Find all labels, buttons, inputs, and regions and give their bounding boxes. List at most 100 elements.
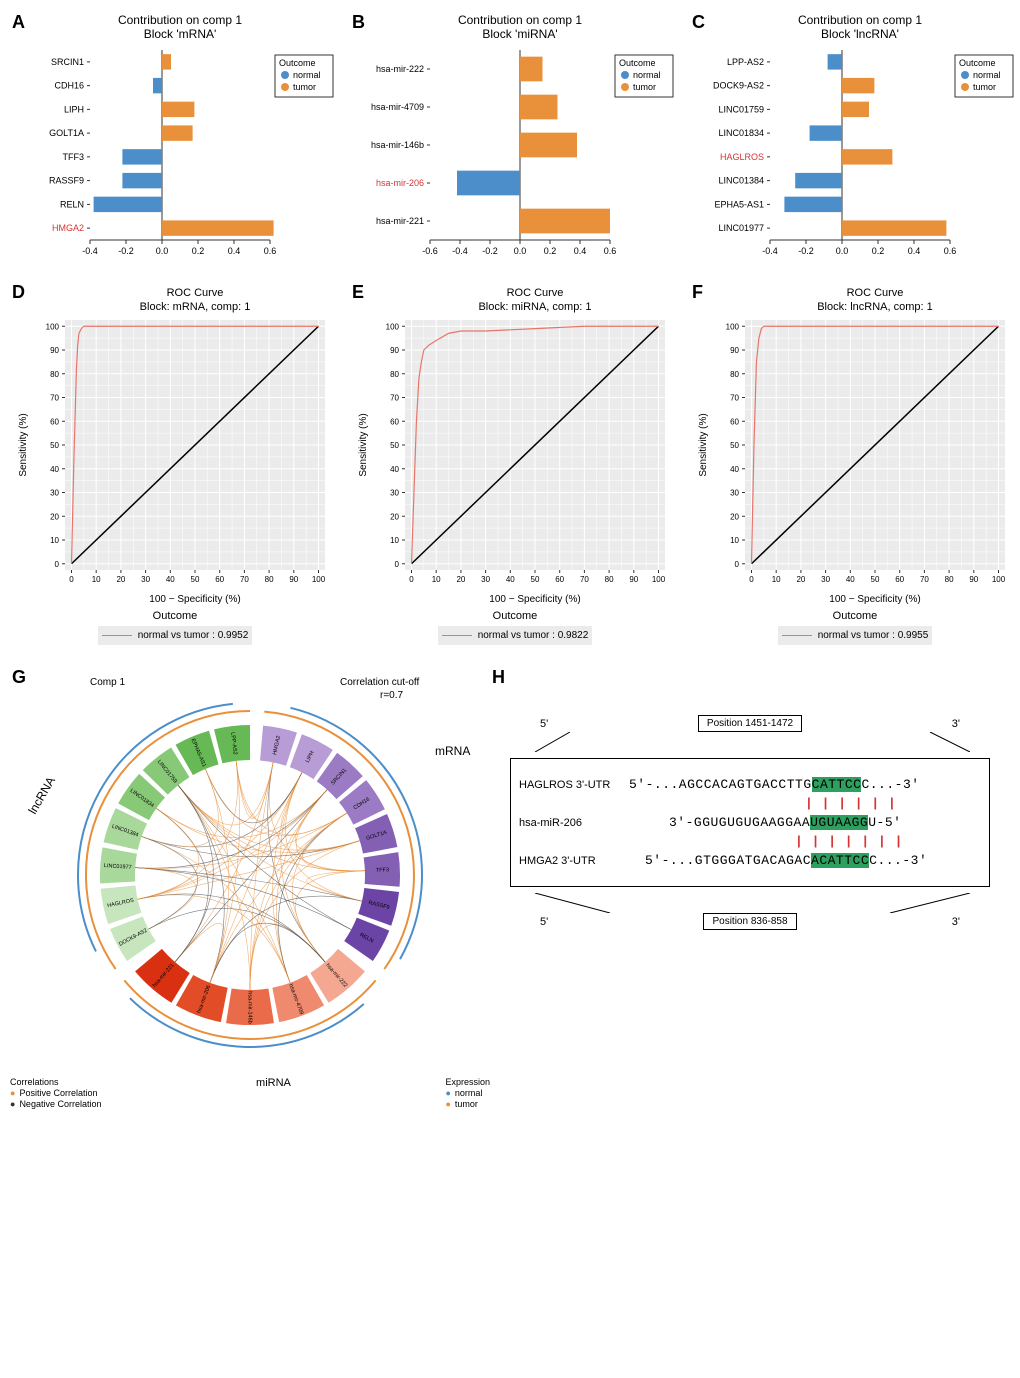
expr-legend-title: Expression — [445, 1077, 490, 1087]
svg-text:10: 10 — [432, 575, 441, 584]
svg-text:40: 40 — [50, 465, 59, 474]
panel-f: F 00101020203030404050506060707080809090… — [690, 280, 1020, 645]
svg-text:0.4: 0.4 — [228, 246, 241, 256]
svg-text:-0.2: -0.2 — [118, 246, 134, 256]
svg-text:hsa-mir-4709: hsa-mir-4709 — [371, 102, 424, 112]
svg-text:LPP-AS2: LPP-AS2 — [727, 57, 764, 67]
svg-text:0.4: 0.4 — [574, 246, 587, 256]
svg-text:LINC01834: LINC01834 — [718, 128, 764, 138]
svg-text:0: 0 — [69, 575, 74, 584]
svg-text:100: 100 — [992, 575, 1006, 584]
svg-text:80: 80 — [50, 370, 59, 379]
roc-chart-e: 0010102020303040405050606070708080909010… — [350, 280, 680, 610]
svg-text:Contribution on comp 1: Contribution on comp 1 — [798, 13, 922, 27]
svg-text:90: 90 — [390, 346, 399, 355]
seq-hmga2-pre: 5'-...GTGGGATGACAGAC — [645, 853, 811, 868]
svg-text:100: 100 — [726, 322, 740, 331]
svg-text:hsa-mir-146b: hsa-mir-146b — [247, 991, 253, 1023]
svg-text:Outcome: Outcome — [959, 58, 996, 68]
svg-text:70: 70 — [390, 394, 399, 403]
panel-h-label: H — [492, 667, 505, 688]
svg-text:Contribution on comp 1: Contribution on comp 1 — [458, 13, 582, 27]
svg-text:20: 20 — [456, 575, 465, 584]
svg-text:ROC Curve: ROC Curve — [507, 287, 564, 299]
roc-line-icon — [442, 635, 472, 636]
seq-hmga2-post: C...-3' — [869, 853, 927, 868]
svg-text:60: 60 — [390, 417, 399, 426]
circos-legends: Correlations ●Positive Correlation ●Nega… — [10, 1077, 490, 1110]
roc-line-icon — [782, 635, 812, 636]
svg-text:0: 0 — [749, 575, 754, 584]
svg-text:10: 10 — [92, 575, 101, 584]
svg-text:70: 70 — [920, 575, 929, 584]
svg-text:0: 0 — [55, 560, 60, 569]
svg-text:tumor: tumor — [293, 82, 316, 92]
svg-text:10: 10 — [390, 536, 399, 545]
expr-tumor: tumor — [455, 1099, 478, 1109]
svg-text:0.2: 0.2 — [192, 246, 205, 256]
svg-text:Block: miRNA, comp: 1: Block: miRNA, comp: 1 — [478, 301, 591, 313]
3prime-bot: 3' — [952, 916, 960, 928]
bottom-row: G HMGA2LIPHSRCIN1CDH16GOLT1ATFF3RASSF9RE… — [10, 665, 1010, 1110]
svg-text:EPHA5-AS1: EPHA5-AS1 — [714, 199, 764, 209]
svg-text:50: 50 — [871, 575, 880, 584]
seq-label-haglros: HAGLROS 3'-UTR — [519, 779, 629, 791]
svg-text:lncRNA: lncRNA — [25, 774, 57, 816]
svg-text:hsa-mir-206: hsa-mir-206 — [376, 178, 424, 188]
roc-d-auc: normal vs tumor : 0.9952 — [138, 630, 249, 641]
panel-e-label: E — [352, 282, 364, 303]
5prime-bot: 5' — [540, 916, 548, 928]
svg-text:60: 60 — [895, 575, 904, 584]
bar-chart-b: Contribution on comp 1Block 'miRNA'-0.6-… — [350, 10, 680, 270]
seq-mir206-pre: 3'-GGUGUGUGAAGGAA — [669, 815, 810, 830]
panel-f-label: F — [692, 282, 703, 303]
circos-mirna-label: miRNA — [256, 1077, 291, 1110]
svg-text:100 − Specificity (%): 100 − Specificity (%) — [149, 594, 240, 605]
svg-text:90: 90 — [50, 346, 59, 355]
svg-text:20: 20 — [796, 575, 805, 584]
svg-text:70: 70 — [580, 575, 589, 584]
svg-text:Contribution on comp 1: Contribution on comp 1 — [118, 13, 242, 27]
panel-a-label: A — [12, 12, 25, 33]
seq-mir206-post: U-5' — [868, 815, 901, 830]
svg-text:60: 60 — [555, 575, 564, 584]
svg-text:50: 50 — [531, 575, 540, 584]
svg-text:HMGA2: HMGA2 — [52, 223, 84, 233]
svg-text:50: 50 — [191, 575, 200, 584]
svg-text:tumor: tumor — [973, 82, 996, 92]
svg-text:0.6: 0.6 — [604, 246, 617, 256]
svg-text:0.0: 0.0 — [156, 246, 169, 256]
seq-haglros-post: C...-3' — [861, 777, 919, 792]
svg-text:40: 40 — [390, 465, 399, 474]
corr-neg: Negative Correlation — [19, 1099, 101, 1109]
svg-text:0: 0 — [409, 575, 414, 584]
svg-text:90: 90 — [730, 346, 739, 355]
svg-text:normal: normal — [973, 70, 1001, 80]
svg-text:normal: normal — [633, 70, 661, 80]
svg-text:HAGLROS: HAGLROS — [720, 152, 764, 162]
svg-text:DOCK9-AS2: DOCK9-AS2 — [713, 81, 764, 91]
svg-text:10: 10 — [730, 536, 739, 545]
svg-text:100: 100 — [312, 575, 326, 584]
svg-text:Block 'lncRNA': Block 'lncRNA' — [821, 27, 899, 41]
svg-text:100: 100 — [386, 322, 400, 331]
corr-pos: Positive Correlation — [19, 1088, 97, 1098]
seq-haglros-hl: CATTCC — [812, 777, 862, 792]
svg-text:Comp 1: Comp 1 — [90, 677, 125, 688]
svg-text:LINC01759: LINC01759 — [718, 104, 764, 114]
svg-text:40: 40 — [730, 465, 739, 474]
svg-text:0: 0 — [735, 560, 740, 569]
svg-text:20: 20 — [390, 512, 399, 521]
panel-d-label: D — [12, 282, 25, 303]
svg-text:TFF3: TFF3 — [63, 152, 85, 162]
roc-f-legend: normal vs tumor : 0.9955 — [778, 626, 933, 645]
svg-text:60: 60 — [730, 417, 739, 426]
svg-text:Block 'miRNA': Block 'miRNA' — [482, 27, 557, 41]
corr-legend-title: Correlations — [10, 1077, 101, 1087]
connector-top — [510, 732, 990, 752]
svg-text:40: 40 — [846, 575, 855, 584]
svg-text:40: 40 — [166, 575, 175, 584]
svg-text:100: 100 — [46, 322, 60, 331]
svg-text:LINC01384: LINC01384 — [718, 176, 764, 186]
roc-f-outcome-label: Outcome — [690, 610, 1020, 622]
